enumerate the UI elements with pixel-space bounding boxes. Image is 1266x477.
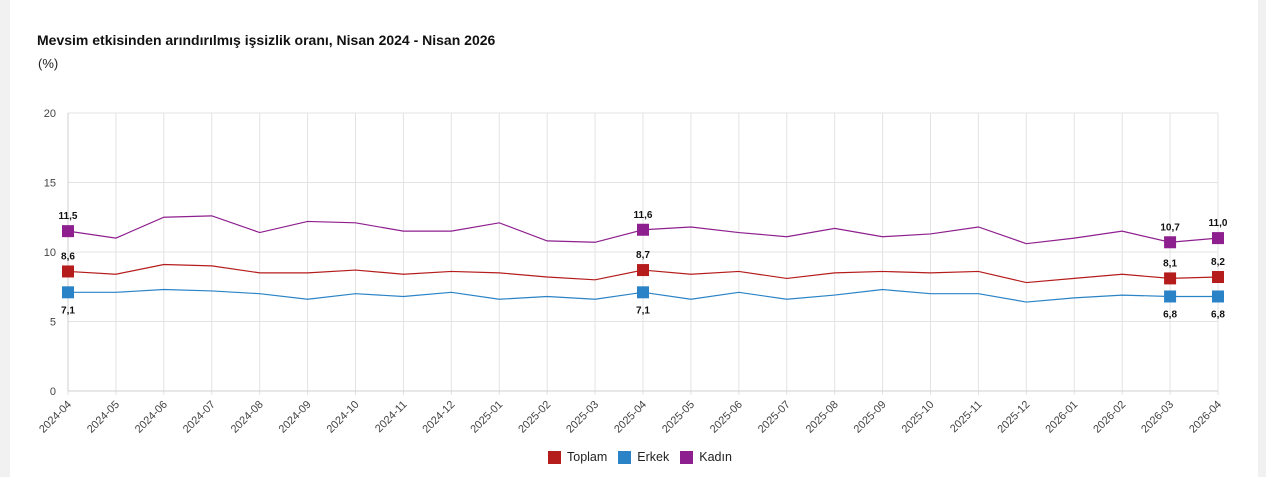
x-tick-label: 2026-02 (1091, 399, 1128, 436)
data-point-erkek[interactable] (1164, 290, 1177, 303)
data-point-toplam[interactable] (62, 265, 74, 278)
data-point-erkek[interactable] (1212, 290, 1224, 303)
chart-card: Mevsim etkisinden arındırılmış işsizlik … (10, 0, 1258, 477)
x-tick-label: 2026-01 (1043, 399, 1080, 436)
x-tick-label: 2024-11 (373, 399, 409, 435)
data-label-erkek: 7,1 (636, 305, 650, 316)
data-point-kadin[interactable] (1164, 236, 1177, 249)
x-tick-label: 2025-07 (756, 399, 793, 436)
data-labels: 8,6 8,7 8,1 8,2 7,1 7,1 6,8 6,8 11,5 11,6 10,7 11,0 (59, 210, 1228, 321)
data-point-toplam[interactable] (1212, 271, 1224, 284)
data-label-erkek: 7,1 (61, 305, 75, 316)
data-label-toplam: 8,7 (636, 250, 650, 261)
data-point-toplam[interactable] (1164, 272, 1177, 285)
data-point-erkek[interactable] (62, 286, 74, 299)
data-label-kadin: 11,6 (634, 210, 653, 221)
legend-item-erkek[interactable]: Erkek (618, 450, 669, 464)
x-tick-label: 2025-12 (995, 399, 1032, 436)
x-tick-label: 2024-08 (229, 399, 266, 436)
x-tick-label: 2024-10 (325, 399, 362, 436)
x-tick-label: 2025-02 (516, 399, 553, 436)
data-point-kadin[interactable] (1212, 232, 1224, 245)
x-tick-label: 2024-07 (181, 399, 218, 436)
x-tick-label: 2025-04 (612, 399, 649, 436)
data-label-kadin: 11,0 (1209, 218, 1228, 229)
legend-label-toplam: Toplam (567, 450, 608, 464)
legend-swatch-erkek (618, 450, 632, 464)
legend-item-toplam[interactable]: Toplam (548, 450, 607, 464)
data-label-toplam: 8,2 (1211, 257, 1225, 268)
data-label-kadin: 11,5 (59, 211, 78, 222)
x-tick-label: 2025-08 (804, 399, 841, 436)
y-tick-label: 0 (50, 386, 56, 398)
chart-legend: Toplam Erkek Kadın (548, 450, 743, 464)
x-tick-label: 2025-03 (564, 399, 601, 436)
y-tick-label: 5 (50, 317, 56, 329)
x-tick-label: 2024-04 (37, 399, 74, 436)
legend-label-kadin: Kadın (699, 450, 732, 464)
x-tick-label: 2025-01 (468, 399, 505, 436)
grid-lines (67, 112, 1219, 395)
data-point-kadin[interactable] (62, 225, 74, 238)
x-tick-label: 2026-03 (1139, 399, 1176, 436)
y-tick-label: 15 (44, 178, 56, 190)
x-tick-label: 2024-09 (277, 399, 314, 436)
data-label-toplam: 8,1 (1163, 258, 1177, 269)
data-point-kadin[interactable] (637, 223, 649, 236)
x-tick-label: 2024-12 (420, 399, 457, 436)
legend-item-kadin[interactable]: Kadın (680, 450, 732, 464)
x-tick-label: 2025-05 (660, 399, 697, 436)
data-label-toplam: 8,6 (61, 251, 75, 262)
axes: 0 5 10 15 20 2024-04 2024-05 2024-06 2024-07 2024… (37, 108, 1224, 436)
data-point-toplam[interactable] (637, 264, 649, 277)
data-markers (62, 223, 1224, 303)
data-label-erkek: 6,8 (1163, 309, 1177, 320)
data-point-erkek[interactable] (637, 286, 649, 299)
legend-swatch-toplam (548, 450, 561, 464)
x-tick-label: 2025-11 (948, 399, 984, 435)
legend-label-erkek: Erkek (637, 450, 670, 464)
line-chart: 0 5 10 15 20 2024-04 2024-05 2024-06 2024-07 2024… (37, 108, 1228, 436)
data-label-erkek: 6,8 (1211, 309, 1225, 320)
x-tick-label: 2025-10 (900, 399, 937, 436)
y-tick-label: 10 (44, 247, 56, 259)
legend-swatch-kadin (680, 450, 694, 464)
x-tick-label: 2024-06 (133, 399, 170, 436)
chart-unit-label: (%) (38, 56, 59, 71)
x-tick-label: 2026-04 (1187, 399, 1224, 436)
x-tick-label: 2025-09 (852, 399, 889, 436)
data-label-kadin: 10,7 (1160, 222, 1180, 233)
x-tick-label: 2025-06 (708, 399, 745, 436)
y-tick-label: 20 (44, 108, 56, 120)
x-tick-label: 2024-05 (85, 399, 122, 436)
chart-title: Mevsim etkisinden arındırılmış işsizlik … (37, 32, 496, 48)
